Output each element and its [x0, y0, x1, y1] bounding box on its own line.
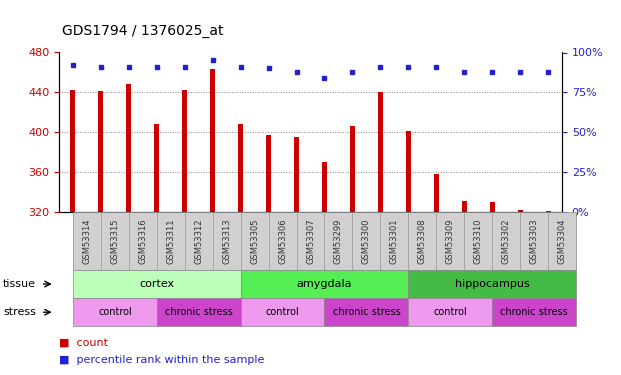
- Text: GDS1794 / 1376025_at: GDS1794 / 1376025_at: [62, 24, 224, 38]
- Text: GSM53316: GSM53316: [138, 218, 147, 264]
- Text: GSM53311: GSM53311: [166, 218, 175, 264]
- Bar: [266, 135, 271, 212]
- Text: cortex: cortex: [139, 279, 175, 289]
- Text: ■  percentile rank within the sample: ■ percentile rank within the sample: [59, 355, 265, 365]
- Text: hippocampus: hippocampus: [455, 279, 530, 289]
- Text: GSM53304: GSM53304: [558, 218, 566, 264]
- Bar: [154, 124, 160, 212]
- Text: GSM53303: GSM53303: [530, 218, 538, 264]
- Bar: [182, 90, 188, 212]
- Bar: [378, 92, 383, 212]
- Text: ■  count: ■ count: [59, 338, 108, 348]
- Text: stress: stress: [3, 307, 36, 317]
- Bar: [350, 126, 355, 212]
- Bar: [294, 137, 299, 212]
- Text: GSM53310: GSM53310: [474, 218, 483, 264]
- Bar: [98, 92, 104, 212]
- Text: control: control: [266, 307, 299, 317]
- Text: GSM53315: GSM53315: [111, 218, 119, 264]
- Text: control: control: [98, 307, 132, 317]
- Text: chronic stress: chronic stress: [332, 307, 401, 317]
- Text: GSM53302: GSM53302: [502, 218, 510, 264]
- Text: GSM53313: GSM53313: [222, 218, 231, 264]
- Bar: [210, 69, 215, 212]
- Bar: [461, 201, 467, 212]
- Bar: [433, 174, 439, 212]
- Text: GSM53301: GSM53301: [390, 218, 399, 264]
- Bar: [126, 84, 132, 212]
- Bar: [517, 210, 523, 212]
- Text: GSM53299: GSM53299: [334, 218, 343, 264]
- Text: GSM53300: GSM53300: [362, 218, 371, 264]
- Text: GSM53309: GSM53309: [446, 218, 455, 264]
- Bar: [545, 211, 551, 212]
- Bar: [406, 131, 411, 212]
- Bar: [322, 162, 327, 212]
- Bar: [489, 202, 495, 212]
- Text: GSM53314: GSM53314: [83, 218, 91, 264]
- Text: tissue: tissue: [3, 279, 36, 289]
- Bar: [70, 90, 76, 212]
- Text: chronic stress: chronic stress: [500, 307, 568, 317]
- Text: GSM53307: GSM53307: [306, 218, 315, 264]
- Text: chronic stress: chronic stress: [165, 307, 233, 317]
- Text: GSM53306: GSM53306: [278, 218, 287, 264]
- Text: control: control: [433, 307, 467, 317]
- Text: amygdala: amygdala: [297, 279, 352, 289]
- Bar: [238, 124, 243, 212]
- Text: GSM53312: GSM53312: [194, 218, 203, 264]
- Text: GSM53308: GSM53308: [418, 218, 427, 264]
- Text: GSM53305: GSM53305: [250, 218, 259, 264]
